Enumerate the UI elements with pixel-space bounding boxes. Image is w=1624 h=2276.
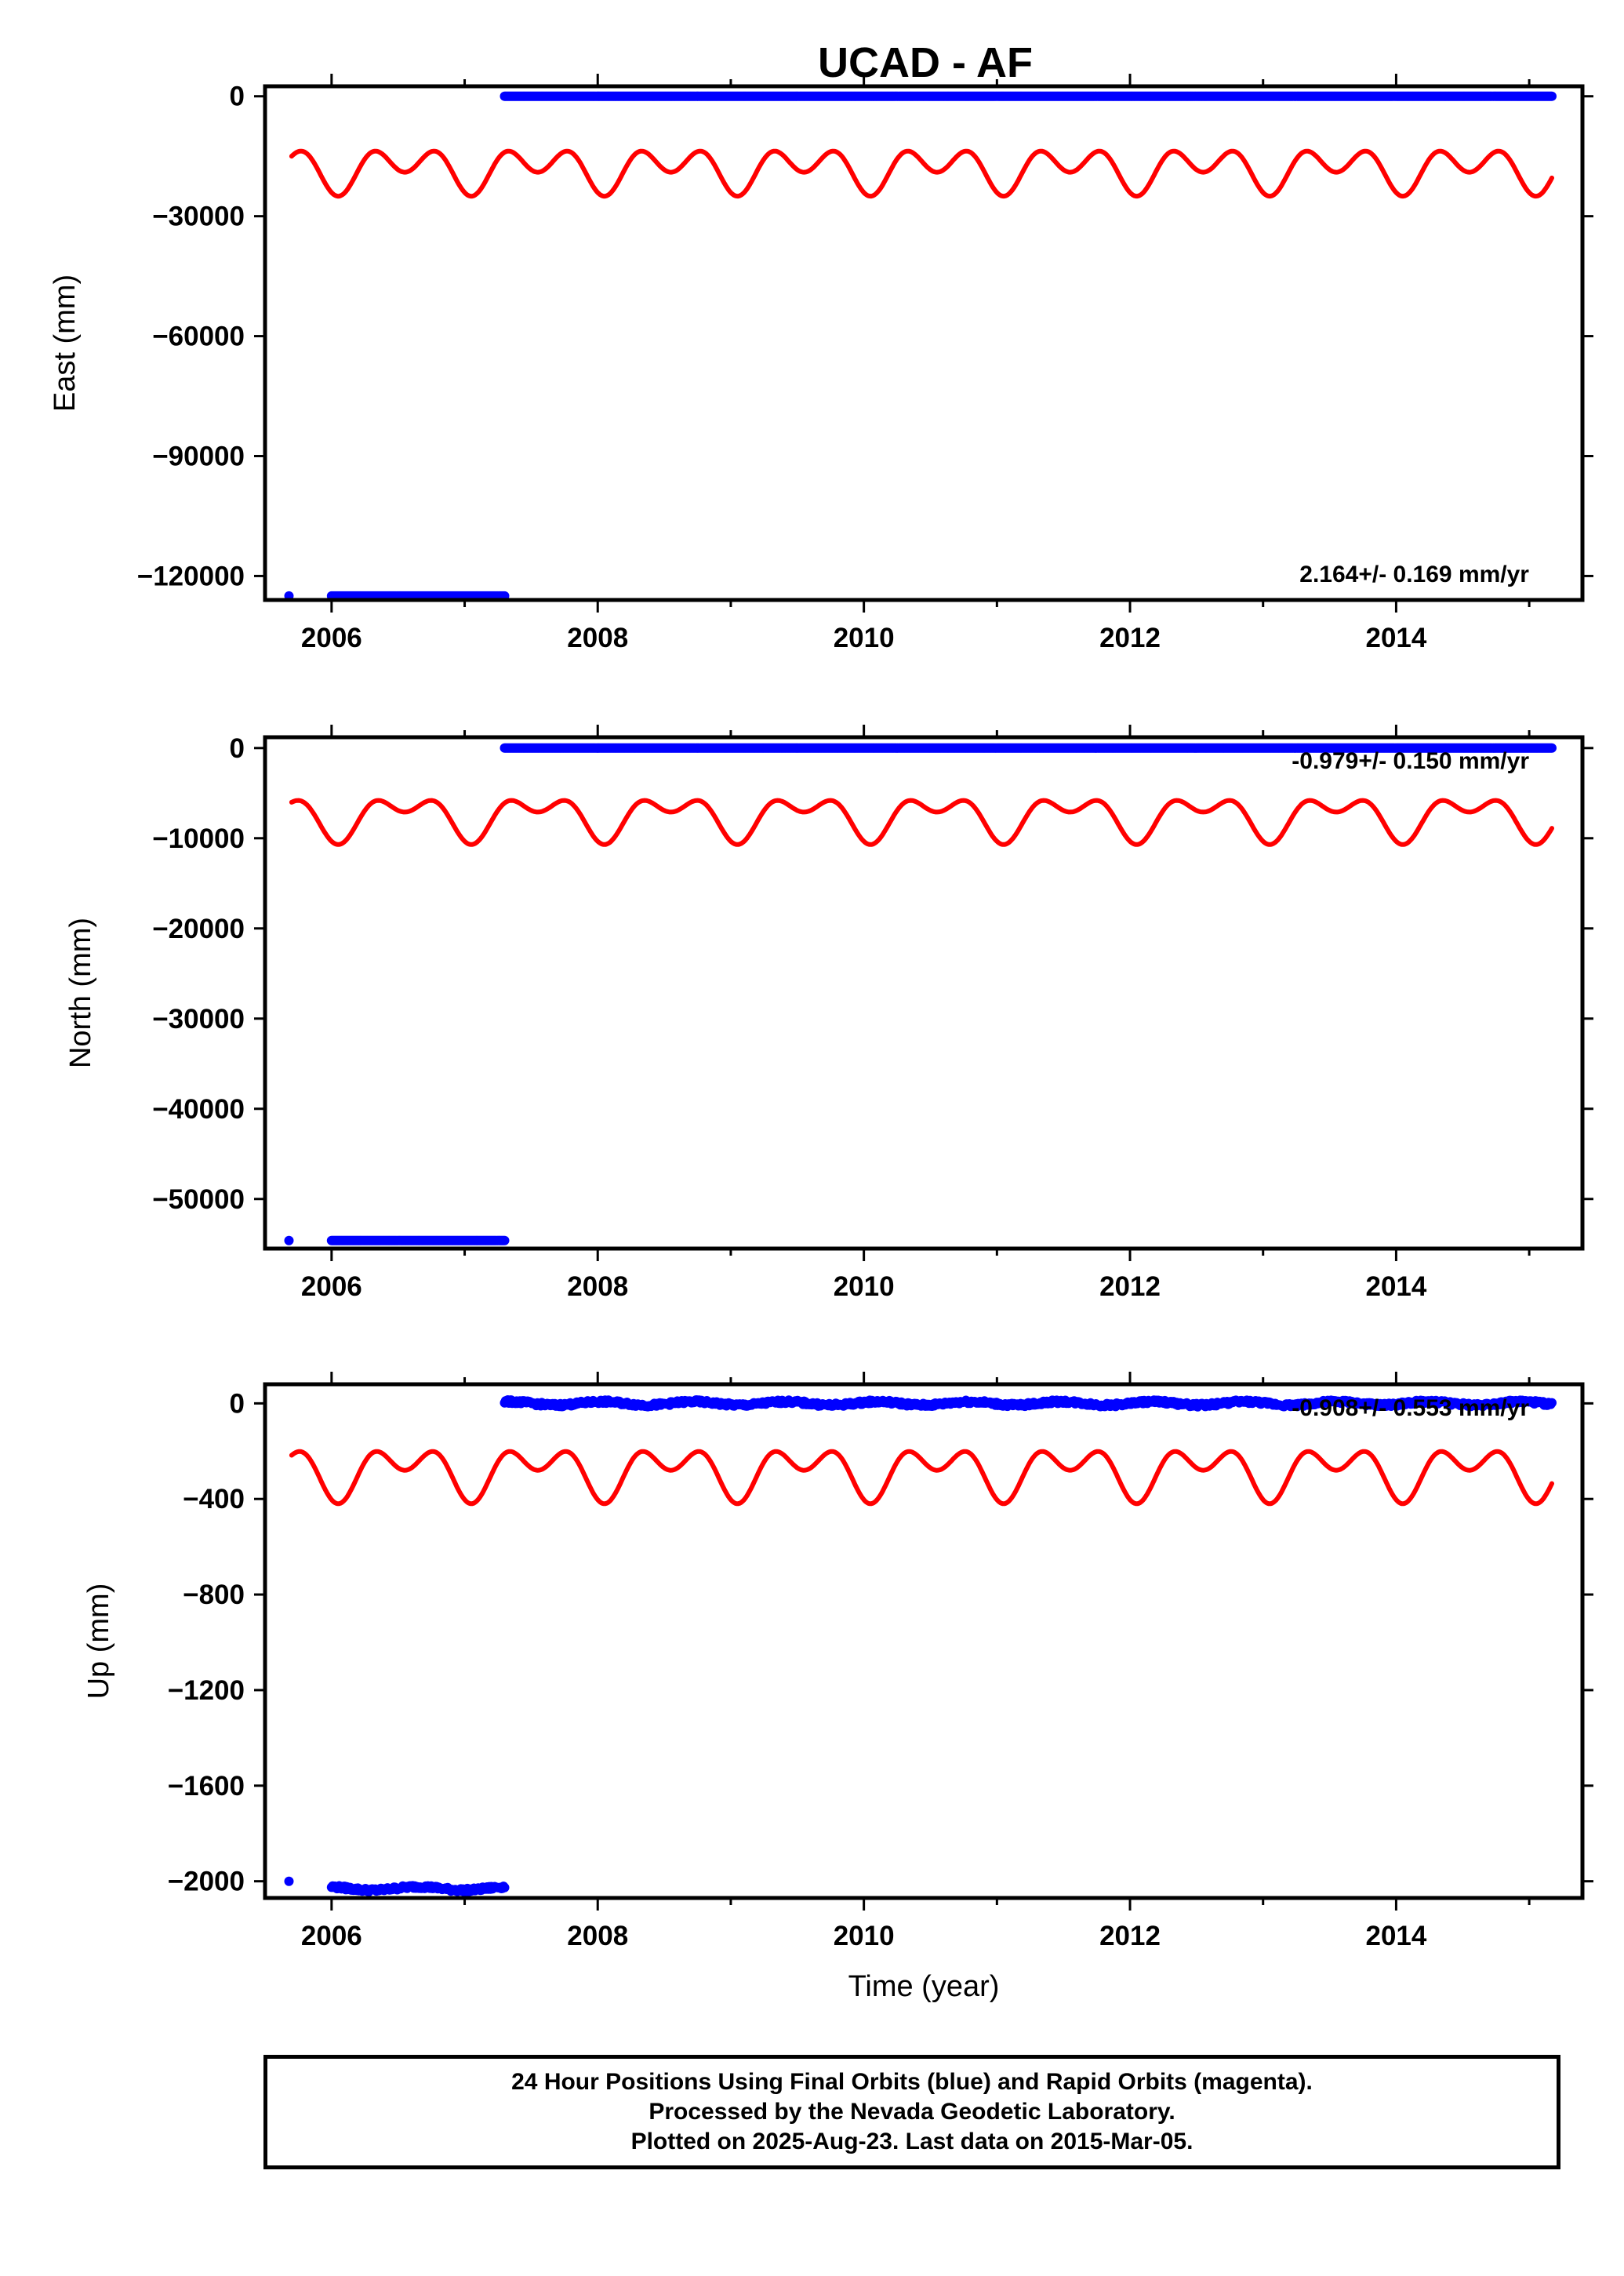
x-tick-label: 2014 (1365, 1271, 1426, 1302)
footer-caption-box: 24 Hour Positions Using Final Orbits (bl… (263, 2055, 1560, 2169)
y-tick-label: 0 (230, 733, 245, 764)
x-axis-title: Time (year) (848, 1970, 1000, 2003)
x-tick-label: 2006 (301, 623, 362, 653)
data-point (1547, 743, 1557, 753)
x-tick-label: 2010 (834, 1271, 895, 1302)
x-tick-label: 2014 (1365, 1921, 1426, 1951)
data-point (500, 1235, 510, 1245)
data-point (500, 591, 510, 600)
footer-line-processed: Processed by the Nevada Geodetic Laborat… (649, 2099, 1175, 2125)
velocity-label: -0.908+/- 0.553 mm/yr (1292, 1395, 1529, 1421)
x-tick-label: 2014 (1365, 623, 1426, 653)
y-tick-label: −40000 (152, 1094, 245, 1125)
y-tick-label: −120000 (137, 561, 245, 591)
y-axis-title: Up (mm) (82, 1583, 115, 1700)
data-points-east (284, 91, 1557, 600)
data-point (1547, 91, 1557, 101)
x-tick-label: 2008 (567, 1271, 628, 1302)
x-tick-label: 2010 (834, 623, 895, 653)
panel-up: 0 −400 −800 −1200 −1600 −2000 2006 2008 2010 2012… (82, 1372, 1593, 1951)
x-tick-label: 2012 (1099, 1921, 1161, 1951)
x-tick-label: 2010 (834, 1921, 895, 1951)
data-point (284, 1235, 294, 1245)
footer-line-plotted: Plotted on 2025-Aug-23. Last data on 201… (630, 2129, 1193, 2154)
y-tick-label: −10000 (152, 824, 245, 854)
y-tick-label: −1600 (168, 1771, 245, 1802)
panel-east: 0 −30000 −60000 −90000 −120000 2006 2008 2010 20… (49, 74, 1593, 653)
panel-north: 0 −10000 −20000 −30000 −40000 −50000 2006 2008 2… (64, 725, 1593, 1302)
y-tick-label: 0 (230, 1388, 245, 1419)
velocity-label: 2.164+/- 0.169 mm/yr (1299, 562, 1529, 587)
y-tick-label: −20000 (152, 914, 245, 944)
model-curve-north (289, 798, 1554, 847)
y-tick-label: −2000 (168, 1867, 245, 1897)
footer-line-orbits: 24 Hour Positions Using Final Orbits (bl… (511, 2069, 1313, 2095)
y-tick-label: −90000 (152, 441, 245, 471)
y-tick-label: −30000 (152, 1004, 245, 1034)
plot-area-north (284, 743, 1557, 1245)
x-tick-label: 2008 (567, 1921, 628, 1951)
data-point (500, 1882, 510, 1892)
x-tick-label: 2008 (567, 623, 628, 653)
y-tick-label: −800 (183, 1580, 245, 1610)
y-tick-label: 0 (230, 82, 245, 112)
model-curve-east (289, 148, 1554, 199)
data-point (1547, 1398, 1557, 1408)
data-point (284, 1876, 294, 1886)
chart-title: UCAD - AF (818, 39, 1033, 86)
x-tick-label: 2012 (1099, 623, 1161, 653)
y-axis-title: North (mm) (64, 918, 97, 1068)
data-points-north (284, 743, 1557, 1245)
velocity-label: -0.979+/- 0.150 mm/yr (1292, 748, 1529, 774)
data-points-up (284, 1395, 1557, 1897)
x-tick-label: 2006 (301, 1271, 362, 1302)
x-tick-label: 2006 (301, 1921, 362, 1951)
y-axis-title: East (mm) (49, 275, 82, 412)
plot-frame-east (263, 84, 1585, 602)
plot-area-up (284, 1395, 1557, 1897)
model-curve-up (289, 1449, 1554, 1507)
y-tick-label: −30000 (152, 202, 245, 232)
plot-frame-up (263, 1382, 1585, 1900)
plot-area-east (284, 91, 1557, 600)
y-tick-label: −50000 (152, 1184, 245, 1215)
y-tick-label: −1200 (168, 1675, 245, 1706)
y-tick-label: −400 (183, 1484, 245, 1514)
x-tick-label: 2012 (1099, 1271, 1161, 1302)
y-tick-label: −60000 (152, 322, 245, 352)
data-point (284, 591, 294, 600)
plot-frame-north (263, 735, 1585, 1251)
